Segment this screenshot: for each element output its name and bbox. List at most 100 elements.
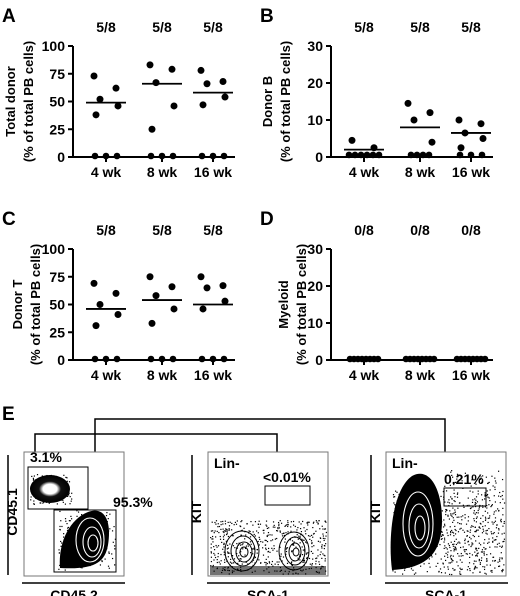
gate-pct-upper: 3.1% [30, 449, 62, 465]
data-point [428, 138, 436, 146]
panel-letter-e: E [2, 404, 15, 425]
data-point [363, 151, 371, 159]
data-point [158, 152, 166, 160]
data-point [430, 355, 438, 363]
flow-cytometry-panel: E 3.1% 95.3% CD45.1 CD45.2 [2, 404, 508, 596]
data-point [219, 78, 227, 86]
contour-lines [402, 491, 434, 557]
data-point [113, 355, 121, 363]
data-point [96, 301, 104, 308]
x-tick-label: 8 wk [405, 367, 436, 383]
y-tick-label: 20 [307, 75, 323, 91]
data-point [148, 319, 156, 327]
data-point [92, 111, 100, 119]
engraftment-ratio: 5/8 [203, 222, 223, 238]
y-tick-label: 20 [307, 278, 323, 294]
data-point [148, 125, 156, 133]
engraftment-ratio: 0/8 [461, 222, 481, 238]
y-axis-label-units: (% of total PB cells) [21, 41, 36, 162]
data-point [410, 116, 418, 124]
y-tick-label: 25 [49, 324, 65, 340]
data-point [478, 151, 486, 159]
y-axis-label: KIT [188, 500, 204, 523]
x-tick-label: 8 wk [147, 367, 178, 383]
y-tick-label: 50 [49, 297, 65, 313]
y-axis-label: Total donor [3, 66, 18, 137]
data-point [479, 135, 487, 142]
x-axis-label: SCA-1 [425, 587, 467, 596]
plot-frame [207, 451, 329, 577]
data-point [375, 151, 383, 159]
data-point [152, 79, 160, 87]
data-point [374, 355, 382, 363]
data-point [152, 292, 160, 300]
gate-cd45-2 [53, 509, 117, 573]
data-point [220, 152, 228, 160]
data-point [351, 151, 359, 159]
data-point [96, 95, 104, 103]
y-tick-label: 0 [57, 149, 65, 165]
lin-neg-label: Lin- [392, 455, 418, 471]
x-tick-label: 4 wk [91, 367, 122, 383]
gate-lsk [443, 487, 487, 507]
data-point [147, 355, 155, 363]
scatter-panel-c: C 0 25 50 75 100 Donor T (% of total PB cells) 4… [2, 209, 235, 383]
data-point [169, 355, 177, 363]
data-point [168, 65, 176, 73]
data-point [404, 99, 412, 107]
scatter-panel-d: D 0 10 20 30 Myeloid (% of total PB cells) 4 wk… [260, 209, 493, 383]
y-tick-label: 100 [42, 241, 66, 257]
data-point [92, 322, 100, 330]
data-point [168, 283, 176, 291]
gate-pct: 0.21% [444, 471, 484, 487]
y-tick-label: 0 [315, 149, 323, 165]
data-point [199, 101, 207, 109]
x-axis-label: SCA-1 [247, 587, 289, 596]
engraftment-ratio: 5/8 [96, 222, 116, 238]
y-tick-label: 0 [57, 352, 65, 368]
engraftment-ratio: 5/8 [152, 222, 172, 238]
data-point [467, 151, 475, 159]
panel-letter: C [2, 209, 16, 230]
data-point [369, 151, 377, 159]
data-point [407, 151, 415, 159]
data-point [169, 152, 177, 160]
data-point [209, 152, 217, 160]
lin-neg-label: Lin- [214, 455, 240, 471]
y-tick-label: 0 [315, 352, 323, 368]
data-point [203, 80, 211, 88]
x-tick-label: 4 wk [349, 367, 380, 383]
panel-letter: B [260, 6, 274, 27]
data-point [199, 305, 207, 313]
data-point [221, 93, 229, 101]
data-point [113, 152, 121, 160]
data-point [220, 355, 228, 363]
y-tick-label: 25 [49, 121, 65, 137]
engraftment-ratio: 5/8 [410, 19, 430, 35]
x-tick-label: 8 wk [405, 164, 436, 180]
y-tick-label: 75 [49, 66, 65, 82]
x-tick-label: 16 wk [194, 367, 232, 383]
x-tick-label: 16 wk [194, 164, 232, 180]
scatter-panel-a: A 0 25 50 75 100 Total donor (% of total PB cel… [2, 6, 235, 180]
data-point [112, 84, 120, 92]
y-tick-label: 75 [49, 269, 65, 285]
y-axis-label: Myeloid [276, 280, 291, 328]
data-point [90, 72, 98, 80]
data-point [209, 355, 217, 363]
y-tick-label: 30 [307, 241, 323, 257]
data-point [170, 305, 178, 313]
x-tick-label: 16 wk [452, 164, 490, 180]
data-point [158, 355, 166, 363]
gate-lsk [264, 485, 311, 506]
x-tick-label: 4 wk [91, 164, 122, 180]
data-point [147, 152, 155, 160]
scatter-panel-b: B 0 10 20 30 Donor B (% of total PB cells) 4 wk… [260, 6, 493, 180]
data-point [197, 66, 205, 74]
data-point [102, 152, 110, 160]
engraftment-ratio: 5/8 [461, 19, 481, 35]
data-point [345, 151, 353, 159]
data-point [114, 310, 122, 318]
engraftment-ratio: 5/8 [203, 19, 223, 35]
